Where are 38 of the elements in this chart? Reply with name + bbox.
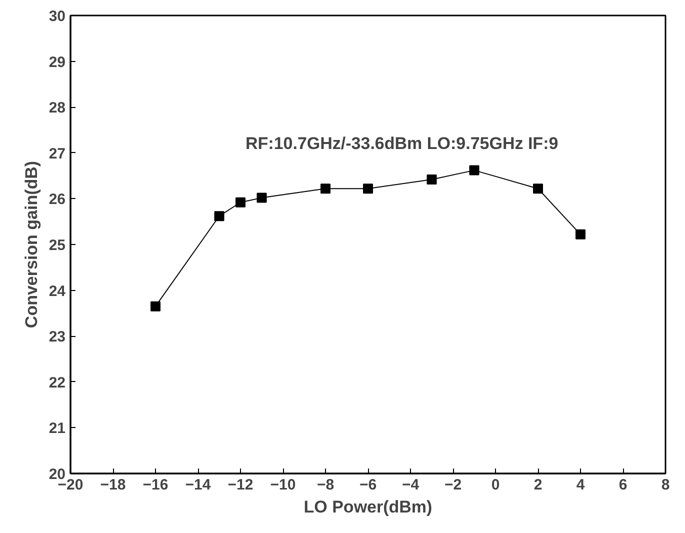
y-tick-label: 30 (48, 8, 66, 25)
y-tick-label: 22 (48, 374, 66, 392)
y-tick-label: 27 (48, 145, 66, 162)
x-tick-label: −4 (402, 476, 420, 494)
point (150, 301, 160, 312)
y-tick-label: 24 (48, 282, 66, 300)
x-tick-label: −12 (228, 476, 254, 494)
y-tick-label: 28 (48, 100, 66, 117)
x-tick-label: −2 (444, 476, 462, 494)
y-tick-label: 29 (48, 54, 66, 71)
point (236, 197, 246, 208)
x-tick-label: 8 (661, 476, 670, 494)
y-tick-label: 25 (48, 237, 66, 254)
x-tick-label: −16 (142, 476, 168, 494)
y-tick-label: 20 (48, 466, 66, 483)
y-axis-title: Conversion gain(dB) (22, 160, 41, 328)
point (426, 174, 437, 184)
point (576, 229, 586, 240)
point (469, 165, 480, 176)
annotation: RF:10.7GHz/-33.6dBm LO:9.75GHz IF:9 (246, 134, 558, 153)
point (214, 211, 224, 222)
x-tick-label: 0 (491, 476, 500, 494)
x-axis-title: LO Power(dBm) (304, 498, 432, 516)
x-tick-label: −6 (359, 476, 377, 494)
x-tick-label: 6 (618, 476, 628, 494)
x-tick-label: −18 (100, 476, 126, 494)
x-tick-label: −10 (270, 476, 296, 494)
point (320, 184, 330, 194)
x-tick-label: 2 (534, 476, 542, 494)
y-tick-label: 21 (48, 420, 66, 438)
point (363, 184, 373, 194)
point (256, 192, 267, 203)
y-tick-label: 26 (48, 191, 66, 208)
y-tick-label: 23 (48, 328, 66, 346)
x-tick-label: −8 (316, 476, 334, 494)
x-tick-label: 4 (576, 476, 586, 494)
x-tick-label: −14 (185, 476, 212, 494)
point (533, 184, 543, 194)
